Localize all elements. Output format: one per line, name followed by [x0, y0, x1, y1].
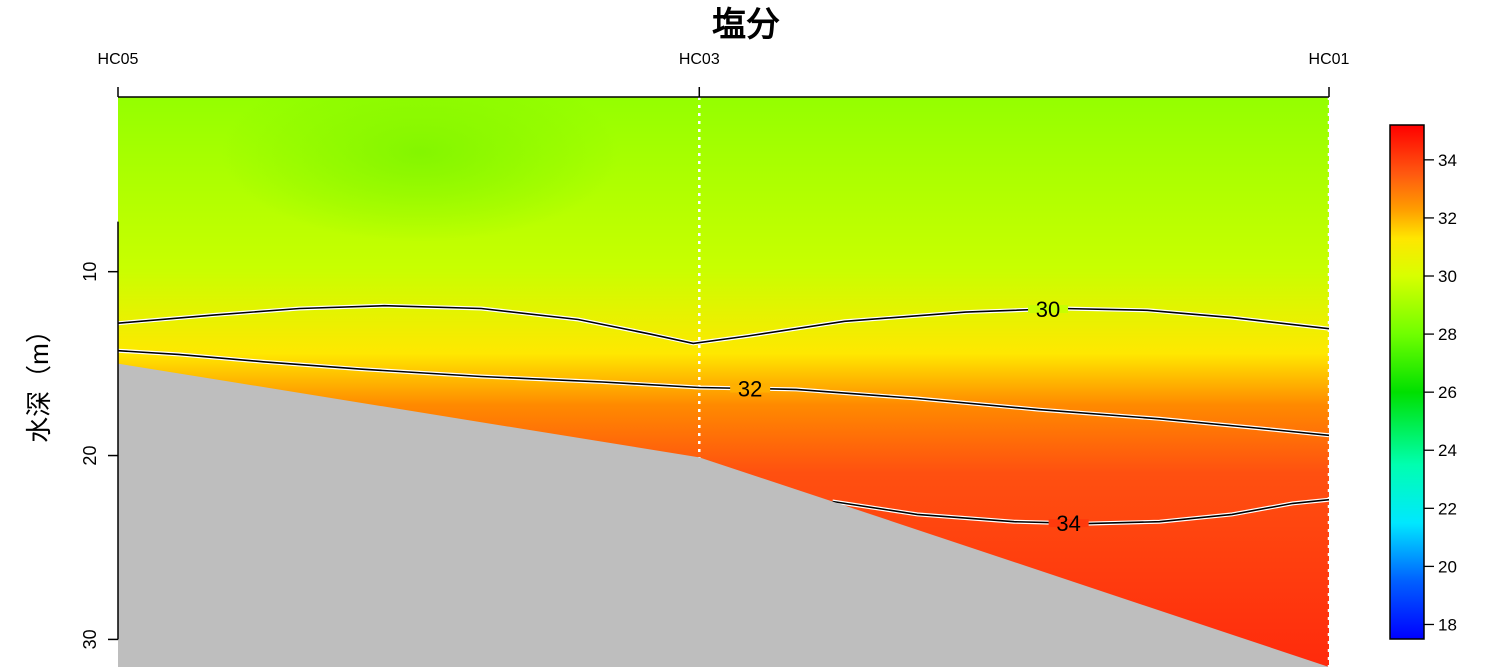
colorbar-tick-label-3: 24: [1438, 441, 1457, 460]
colorbar: 18 20 22 24 26 28 30 32 34: [1389, 124, 1457, 640]
seabed-area: [118, 363, 1329, 667]
colorbar-tick-label-6: 30: [1438, 267, 1457, 286]
colorbar-tick-label-5: 28: [1438, 325, 1457, 344]
contour-label-1: 32: [738, 376, 762, 401]
chart-title: 塩分: [712, 6, 780, 44]
contour-label-bg-0: [1028, 305, 1069, 314]
station-label-1: HC03: [679, 51, 720, 68]
contour-line-1: [118, 349, 1329, 437]
station-label-0: HC05: [98, 51, 139, 68]
contour-line-0: [118, 304, 1329, 345]
station-label-2: HC01: [1309, 51, 1350, 68]
colorbar-tick-label-8: 34: [1438, 151, 1457, 170]
colorbar-scale: [1389, 124, 1425, 640]
depth-axis: 10 20 30: [80, 221, 119, 649]
station-axis: HC05 HC03 HC01: [98, 51, 1350, 98]
depth-tick-label-0: 10: [80, 262, 100, 282]
colorbar-tick-label-7: 32: [1438, 209, 1457, 228]
depth-axis-label: 水深（m）: [24, 317, 54, 443]
plot-area: 30 32 34: [118, 97, 1329, 667]
colorbar-ticks: 18 20 22 24 26 28 30 32 34: [1424, 151, 1457, 634]
depth-tick-label-2: 30: [80, 629, 100, 649]
low-salinity-patch: [220, 97, 621, 243]
colorbar-tick-label-0: 18: [1438, 615, 1457, 634]
depth-tick-label-1: 20: [80, 446, 100, 466]
colorbar-tick-label-4: 26: [1438, 383, 1457, 402]
contour-line-2: [832, 498, 1329, 525]
contour-label-bg-1: [730, 384, 771, 393]
colorbar-tick-label-2: 22: [1438, 499, 1457, 518]
colorbar-tick-label-1: 20: [1438, 557, 1457, 576]
contour-label-0: 30: [1036, 297, 1060, 322]
contour-lines: 30 32 34: [118, 297, 1329, 536]
contour-label-bg-2: [1048, 519, 1089, 528]
contour-label-2: 34: [1056, 511, 1080, 536]
